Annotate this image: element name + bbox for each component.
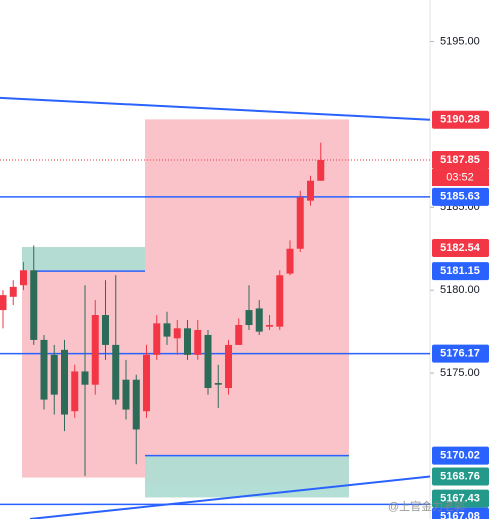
- zone: [22, 247, 145, 271]
- candle-body: [317, 160, 325, 181]
- price-label-box: [432, 151, 489, 170]
- candle-body: [296, 197, 304, 249]
- price-label: 5190.28: [440, 114, 480, 126]
- trend-line: [0, 96, 431, 121]
- candle-body: [225, 344, 232, 389]
- candle-body: [91, 315, 99, 385]
- candle-body: [163, 323, 171, 337]
- watermark: @上官金力老郭: [388, 499, 465, 513]
- zone: [145, 119, 349, 485]
- price-label: 5168.76: [440, 470, 480, 482]
- candle-body: [286, 248, 294, 274]
- price-label: 5176.17: [440, 348, 480, 360]
- candle-body: [153, 323, 161, 355]
- zone: [22, 247, 145, 478]
- candle-body: [71, 371, 79, 412]
- price-label-box: [432, 467, 489, 486]
- price-label-box: [432, 489, 489, 508]
- candle-body: [204, 334, 212, 389]
- price-label-box: [432, 239, 489, 258]
- candle-body: [276, 275, 284, 327]
- price-label-box: [432, 262, 489, 281]
- candle-body: [214, 383, 222, 385]
- price-label: 5170.02: [440, 450, 480, 462]
- candle-body: [143, 354, 150, 412]
- price-label: 5182.54: [440, 242, 481, 254]
- candle-body: [112, 344, 120, 400]
- y-tick-label: 5195.00: [440, 35, 480, 47]
- candle-body: [81, 371, 89, 385]
- candle-body: [307, 180, 314, 201]
- candle-body: [122, 379, 130, 410]
- price-label-box: [432, 187, 489, 206]
- price-label: 5185.63: [440, 191, 480, 203]
- candle-body: [50, 354, 58, 395]
- candle-body: [9, 286, 17, 297]
- candle-body: [30, 270, 38, 340]
- candle-body: [194, 329, 202, 355]
- price-label-box: [432, 446, 489, 465]
- price-label: 5167.43: [440, 493, 480, 505]
- price-label-box: [432, 110, 489, 129]
- candle-body: [20, 270, 27, 286]
- candle-body: [255, 308, 263, 332]
- price-label: 5167.08: [440, 511, 480, 519]
- candle-body: [102, 315, 109, 345]
- price-label: 5187.85: [440, 154, 480, 166]
- candle-body: [132, 379, 140, 430]
- y-tick-label: 5180.00: [440, 284, 480, 296]
- candle-body: [266, 324, 273, 327]
- price-label-box: [432, 507, 489, 519]
- countdown: 03:52: [446, 171, 474, 183]
- zone: [145, 455, 349, 498]
- y-tick-label: 5175.00: [440, 367, 480, 379]
- candle-body: [235, 324, 243, 345]
- trend-line: [29, 475, 431, 519]
- price-label: 5181.15: [440, 265, 480, 277]
- candle-body: [0, 295, 7, 311]
- candle-body: [173, 328, 181, 339]
- candle-body: [40, 339, 48, 400]
- price-label-box: [432, 344, 489, 363]
- candle-body: [61, 349, 68, 415]
- candle-body: [245, 310, 253, 325]
- candle-body: [184, 328, 191, 355]
- countdown-box: [432, 169, 489, 187]
